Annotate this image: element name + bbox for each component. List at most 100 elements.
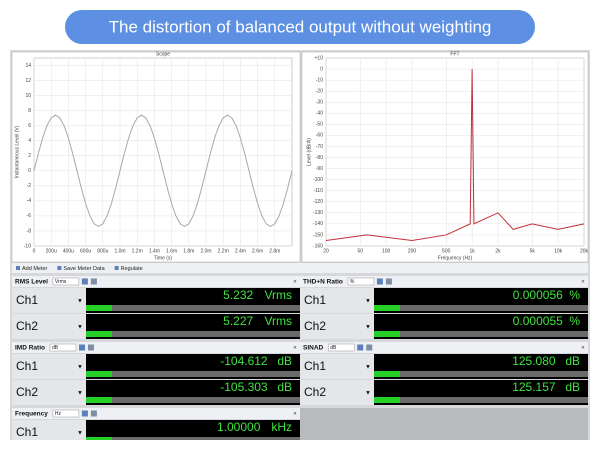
level-indicator <box>374 305 400 311</box>
x-tick-label: 1.2m <box>132 248 143 254</box>
x-tick-label: 2.4m <box>235 248 246 254</box>
channel-label: Ch1 <box>304 359 326 373</box>
level-indicator <box>86 437 112 440</box>
toolbar-button[interactable]: Add Meter <box>22 266 48 272</box>
x-tick-label: 0 <box>33 248 36 254</box>
y-tick-label: -80 <box>316 155 323 161</box>
meter-name: RMS Level <box>15 279 48 286</box>
unit-select[interactable] <box>52 409 80 418</box>
channel-dropdown[interactable]: ▼ <box>77 325 83 331</box>
y-tick-label: -130 <box>313 210 323 216</box>
x-tick-label: 200u <box>46 248 57 254</box>
meter-close[interactable]: × <box>293 280 297 286</box>
meter-name: THD+N Ratio <box>303 279 343 286</box>
meter-unit: Vrms <box>264 314 292 328</box>
trace <box>33 114 293 228</box>
unit-select-text: dB <box>330 345 337 351</box>
level-indicator <box>86 397 112 403</box>
channel-label: Ch1 <box>16 425 38 439</box>
meter-option-icon[interactable] <box>90 410 97 417</box>
y-tick-label: -90 <box>316 166 323 172</box>
toolbar-button[interactable]: Regulate <box>121 266 143 272</box>
x-tick-label: 20k <box>580 248 589 254</box>
channel-dropdown[interactable]: ▼ <box>77 391 83 397</box>
unit-select[interactable] <box>52 277 80 286</box>
channel-label: Ch2 <box>16 385 38 399</box>
meter-option-icon[interactable] <box>366 344 373 351</box>
meter-value: 125.157 <box>512 380 556 394</box>
unit-select[interactable] <box>49 343 77 352</box>
meter-menu-icon[interactable] <box>357 344 364 351</box>
y-tick-label: -120 <box>313 199 323 205</box>
meter-close[interactable]: × <box>293 346 297 352</box>
channel-dropdown[interactable]: ▼ <box>365 325 371 331</box>
meter-option-icon[interactable] <box>385 278 392 285</box>
meter-unit: dB <box>277 354 292 368</box>
unit-select[interactable] <box>327 343 355 352</box>
title-banner <box>65 10 535 44</box>
x-tick-label: 500 <box>442 248 451 254</box>
y-tick-label: -50 <box>316 122 323 128</box>
unit-select-text: % <box>350 279 355 285</box>
channel-label: Ch2 <box>16 319 38 333</box>
meter-menu-icon[interactable] <box>376 278 383 285</box>
y-tick-label: -2 <box>27 183 32 189</box>
meter-menu-icon[interactable] <box>81 278 88 285</box>
level-track <box>86 371 300 377</box>
meter-header <box>300 342 588 353</box>
meter-menu-icon[interactable] <box>78 344 85 351</box>
channel-label: Ch1 <box>16 293 38 307</box>
meter-option-icon[interactable] <box>90 278 97 285</box>
meter-value: 125.080 <box>512 354 556 368</box>
y-tick-label: -160 <box>313 243 323 249</box>
meter-unit: % <box>569 314 580 328</box>
y-tick-label: -70 <box>316 144 323 150</box>
channel-dropdown[interactable]: ▼ <box>77 299 83 305</box>
channel-dropdown[interactable]: ▼ <box>77 365 83 371</box>
y-tick-label: -6 <box>27 213 32 219</box>
meter-header <box>12 276 300 287</box>
x-tick-label: 2.6m <box>252 248 263 254</box>
chart-title: Scope <box>156 51 170 57</box>
meter-menu-icon[interactable] <box>81 410 88 417</box>
x-tick-label: 5k <box>530 248 536 254</box>
y-tick-label: -8 <box>27 228 32 234</box>
x-axis-label: Frequency (Hz) <box>438 255 473 261</box>
channel-dropdown[interactable]: ▼ <box>365 365 371 371</box>
x-tick-label: 2.0m <box>200 248 211 254</box>
channel-dropdown[interactable]: ▼ <box>77 431 83 437</box>
level-track <box>374 331 588 337</box>
plot-area <box>325 57 585 247</box>
y-tick-label: -4 <box>27 198 32 204</box>
y-tick-label: -110 <box>313 188 323 194</box>
chart-title: FFT <box>450 51 459 57</box>
unit-select[interactable] <box>347 277 375 286</box>
meter-name: Frequency <box>15 411 48 418</box>
x-tick-label: 600u <box>80 248 91 254</box>
channel-dropdown[interactable]: ▼ <box>365 299 371 305</box>
value-display <box>86 420 300 440</box>
channel-dropdown[interactable]: ▼ <box>365 391 371 397</box>
title: The distortion of balanced output withou… <box>109 17 492 36</box>
x-tick-label: 20 <box>323 248 329 254</box>
toolbar-button[interactable]: Save Meter Data <box>63 266 105 272</box>
channel-label-cell <box>300 314 374 339</box>
meter-close[interactable]: × <box>581 280 585 286</box>
y-tick-label: 2 <box>28 153 31 159</box>
meter-close[interactable]: × <box>293 412 297 418</box>
y-axis-label: Level (dBrA) <box>306 138 312 166</box>
empty-panel <box>300 408 588 440</box>
x-tick-label: 50 <box>357 248 363 254</box>
channel-label: Ch2 <box>304 385 326 399</box>
meter-close[interactable]: × <box>581 346 585 352</box>
level-indicator <box>374 371 400 377</box>
channel-label-cell <box>300 288 374 313</box>
meter-header <box>12 342 300 353</box>
meter-option-icon[interactable] <box>87 344 94 351</box>
meter-value: -105.303 <box>220 380 268 394</box>
meter-name: IMD Ratio <box>15 345 45 352</box>
toolbar-icon <box>57 266 62 270</box>
y-tick-label: 8 <box>28 108 31 114</box>
y-tick-label: 0 <box>320 66 323 72</box>
